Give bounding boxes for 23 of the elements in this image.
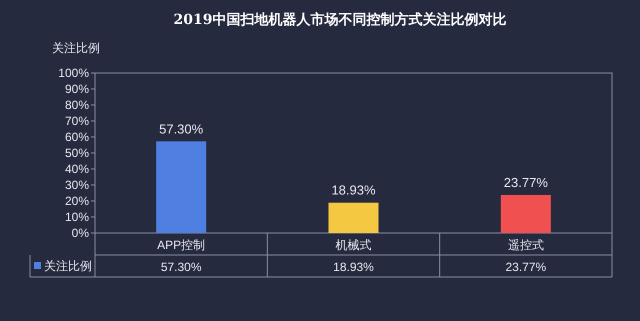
data-label: 57.30%: [160, 260, 202, 274]
y-tick-label: 100%: [58, 66, 90, 80]
y-tick-label: 50%: [64, 146, 90, 160]
text: 57.30%: [159, 121, 204, 136]
y-tick-label: 40%: [64, 162, 90, 176]
legend-label: 关注比例: [44, 259, 92, 273]
y-tick-label: 80%: [64, 98, 90, 112]
data-label: 18.93%: [333, 260, 374, 274]
chart-title: 2019中国扫地机器人市场不同控制方式关注比例对比: [174, 11, 506, 28]
y-tick-label: 90%: [64, 82, 90, 96]
text: 23.77%: [504, 174, 548, 190]
y-tick-label: 20%: [64, 194, 90, 208]
y-axis-title: 关注比例: [52, 41, 100, 55]
y-tick-label: 10%: [64, 210, 90, 224]
data-label: 23.77%: [505, 260, 547, 274]
y-tick-label: 0%: [72, 226, 90, 240]
x-tick-label: 机械式: [336, 238, 372, 252]
y-tick-label: 60%: [64, 130, 90, 144]
text: 18.93%: [331, 182, 376, 198]
y-tick-label: 30%: [64, 178, 90, 192]
x-tick-label: APP控制: [157, 238, 206, 252]
y-tick-label: 70%: [64, 114, 90, 128]
x-tick-label: 遥控式: [508, 238, 544, 252]
